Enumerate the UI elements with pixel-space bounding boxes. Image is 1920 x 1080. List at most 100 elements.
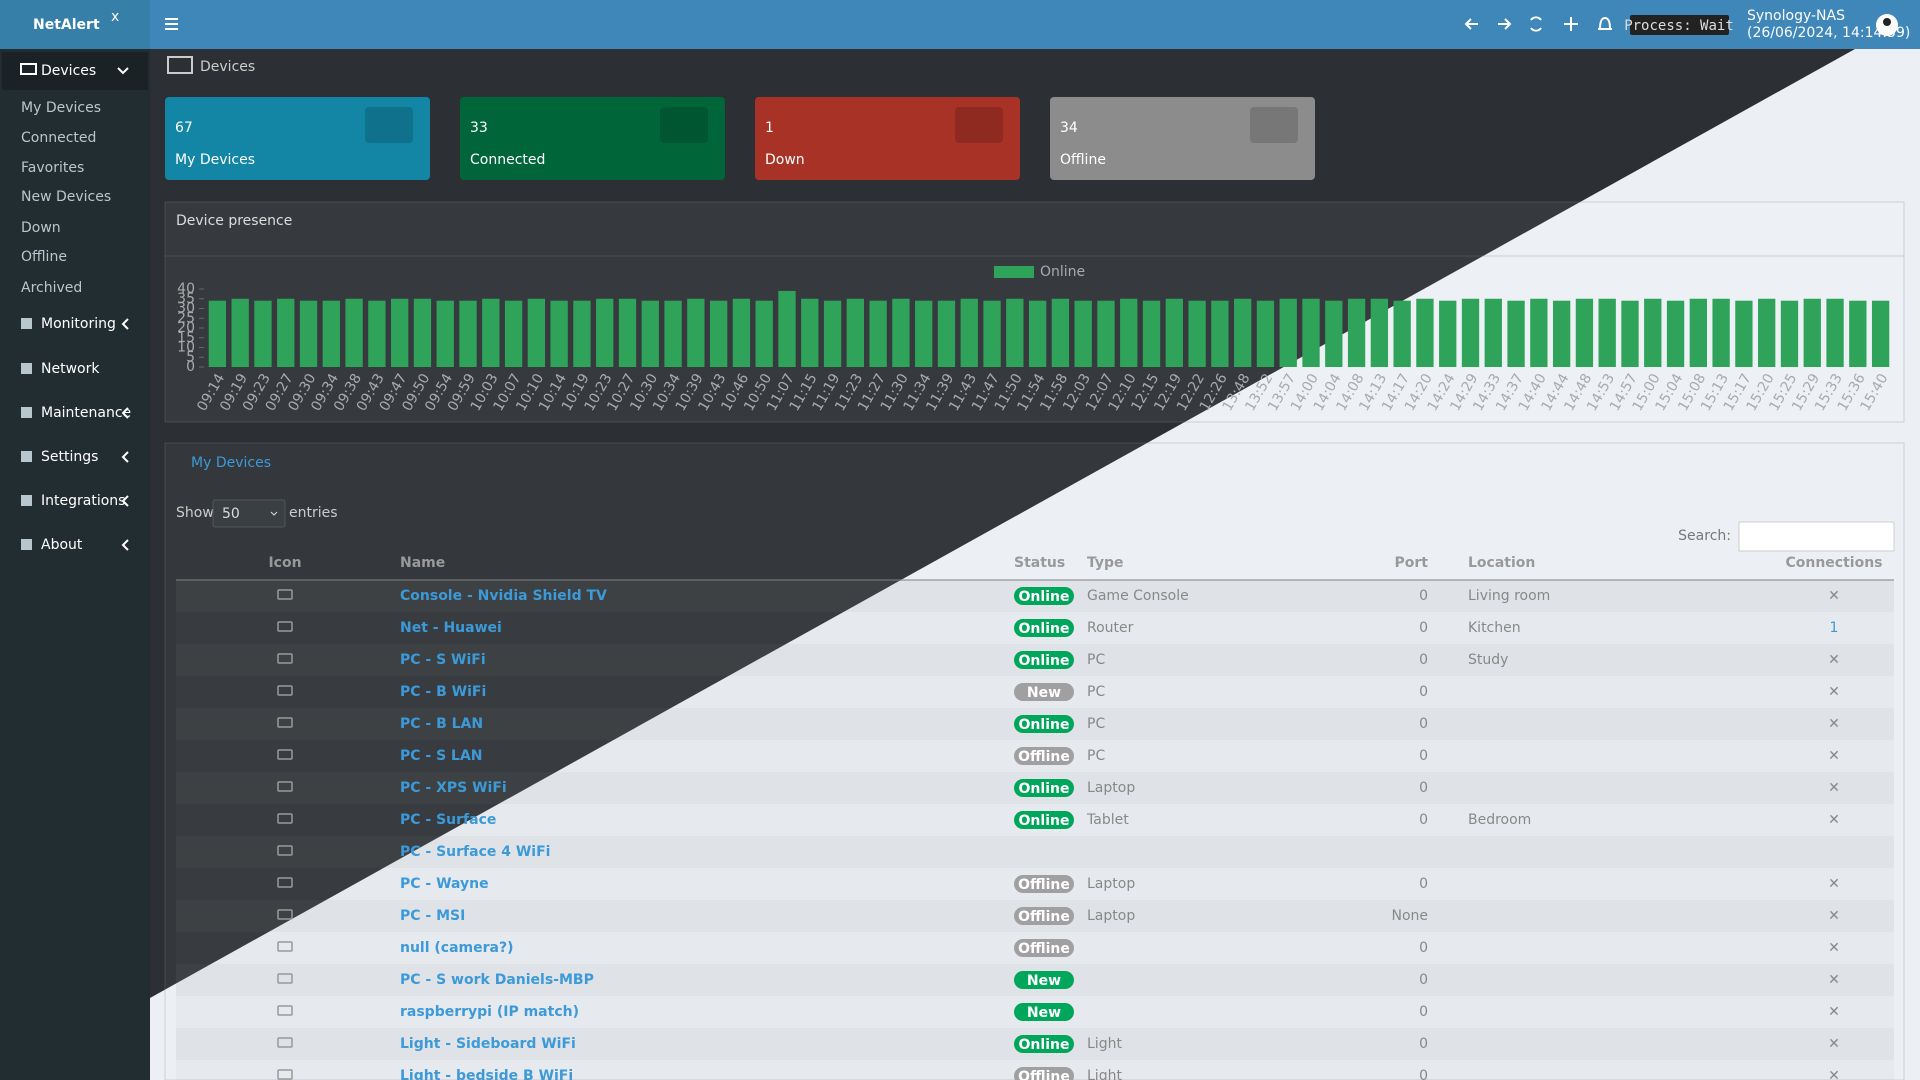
- cell-name[interactable]: Light - bedside B WiFi: [400, 1068, 573, 1080]
- status-badge: [1014, 811, 1074, 829]
- cell-connections: ✕: [1828, 1036, 1840, 1052]
- bar: [345, 298, 363, 367]
- page-title: Devices: [200, 59, 255, 75]
- menu-icon: [21, 539, 32, 550]
- bar: [937, 300, 956, 367]
- cell-name[interactable]: Console - Nvidia Shield TV: [400, 588, 607, 604]
- brand[interactable]: NetAlert: [33, 17, 100, 33]
- status-label: Online: [1019, 717, 1070, 733]
- cell-connections: ✕: [1828, 972, 1840, 988]
- cell-connections: ✕: [1828, 588, 1840, 604]
- cell-type: Laptop: [1087, 876, 1135, 892]
- device-table: Icon Name Status Type Port Location Connection…: [176, 555, 1894, 1080]
- status-badge: [1014, 1067, 1074, 1080]
- search-input[interactable]: [1738, 521, 1895, 552]
- bar: [1028, 300, 1047, 367]
- column-header[interactable]: Status: [1014, 555, 1065, 571]
- tile-icon: [1250, 107, 1298, 143]
- stat-tile[interactable]: [165, 97, 430, 180]
- cell-name[interactable]: PC - XPS WiFi: [400, 780, 507, 796]
- bar: [1849, 300, 1867, 367]
- process-box: [1630, 15, 1729, 35]
- bar: [1006, 298, 1024, 367]
- bar: [459, 300, 477, 367]
- cell-connections: ✕: [1828, 1068, 1840, 1080]
- status-badge: [1014, 1035, 1074, 1053]
- cell-name[interactable]: PC - S LAN: [400, 748, 483, 764]
- sidebar-item[interactable]: Maintenance: [41, 405, 131, 421]
- cell-name[interactable]: PC - S work Daniels-MBP: [400, 972, 594, 988]
- chevron: [121, 495, 129, 507]
- tiles: 67 My Devices 33 Connected 1 Down 34 Offline: [165, 97, 1315, 180]
- sidebar-item[interactable]: Settings: [41, 449, 98, 465]
- page-length-select[interactable]: [212, 499, 286, 528]
- sidebar-item[interactable]: Integrations: [41, 493, 125, 509]
- bar: [641, 300, 659, 367]
- device-icon: [277, 1005, 293, 1016]
- cell-location: Kitchen: [1468, 620, 1521, 636]
- tile-count: 34: [1060, 120, 1078, 136]
- status-label: Online: [1019, 589, 1070, 605]
- cell-port: 0: [1419, 940, 1428, 956]
- sidebar-subitem[interactable]: Favorites: [21, 160, 84, 176]
- bar: [892, 298, 910, 367]
- cell-name[interactable]: PC - Wayne: [400, 876, 489, 892]
- cell-name[interactable]: null (camera?): [400, 940, 514, 956]
- chart: 0510152025303540Online09:1409:1909:2309:…: [177, 264, 1891, 414]
- cell-name[interactable]: Light - Sideboard WiFi: [400, 1036, 576, 1052]
- sidebar-subitem[interactable]: New Devices: [21, 189, 111, 205]
- cell-type: Light: [1087, 1036, 1122, 1052]
- device-icon: [277, 717, 293, 728]
- y-tick-label: 0: [186, 359, 195, 375]
- cell-name[interactable]: PC - B LAN: [400, 716, 483, 732]
- cell-name[interactable]: PC - MSI: [400, 908, 465, 924]
- sidebar-item[interactable]: Monitoring: [41, 316, 116, 332]
- sidebar-devices[interactable]: Devices: [41, 63, 96, 79]
- column-header[interactable]: Name: [400, 555, 445, 571]
- column-header[interactable]: Type: [1087, 555, 1124, 571]
- cell-name[interactable]: PC - Surface: [400, 812, 496, 828]
- stat-tile[interactable]: [755, 97, 1020, 180]
- bar: [709, 300, 728, 367]
- tile-icon: [660, 107, 708, 143]
- cell-connections: ✕: [1828, 652, 1840, 668]
- chevron: [121, 451, 129, 463]
- sidebar-item[interactable]: Network: [41, 361, 100, 377]
- cell-name[interactable]: PC - Surface 4 WiFi: [400, 844, 550, 860]
- menu-toggle[interactable]: [165, 18, 178, 30]
- sidebar-subitem[interactable]: Down: [21, 220, 61, 236]
- column-header[interactable]: Icon: [268, 555, 301, 571]
- sidebar-subitem[interactable]: My Devices: [21, 100, 101, 116]
- cell-connections[interactable]: 1: [1830, 620, 1839, 636]
- entries-label: entries: [289, 505, 338, 521]
- sidebar-subitem[interactable]: Offline: [21, 249, 67, 265]
- bar: [801, 298, 819, 367]
- cell-name[interactable]: Net - Huawei: [400, 620, 502, 636]
- cell-port: 0: [1419, 812, 1428, 828]
- cell-name[interactable]: raspberrypi (IP match): [400, 1004, 579, 1020]
- column-header[interactable]: Location: [1468, 555, 1535, 571]
- sidebar-item[interactable]: About: [41, 537, 83, 553]
- status-badge: [1014, 619, 1074, 637]
- header-icons[interactable]: [1464, 16, 1612, 32]
- device-icon: [277, 909, 293, 920]
- column-header[interactable]: Connections: [1785, 555, 1882, 571]
- cell-type: Tablet: [1086, 812, 1129, 828]
- table-title: My Devices: [191, 455, 271, 471]
- status-badge: [1014, 875, 1074, 893]
- menu-icon: [21, 451, 32, 462]
- cell-port: 0: [1419, 876, 1428, 892]
- status-badge: [1014, 651, 1074, 669]
- stat-tile[interactable]: [460, 97, 725, 180]
- bar: [983, 300, 1001, 367]
- column-header[interactable]: Port: [1395, 555, 1429, 571]
- sidebar-subitem[interactable]: Archived: [21, 280, 82, 296]
- bar: [1803, 298, 1821, 367]
- stat-tile[interactable]: [1050, 97, 1315, 180]
- page-length[interactable]: 50: [222, 506, 240, 522]
- cell-location: Bedroom: [1468, 812, 1531, 828]
- cell-name[interactable]: PC - S WiFi: [400, 652, 486, 668]
- sidebar-subitem[interactable]: Connected: [21, 130, 96, 146]
- cell-name[interactable]: PC - B WiFi: [400, 684, 486, 700]
